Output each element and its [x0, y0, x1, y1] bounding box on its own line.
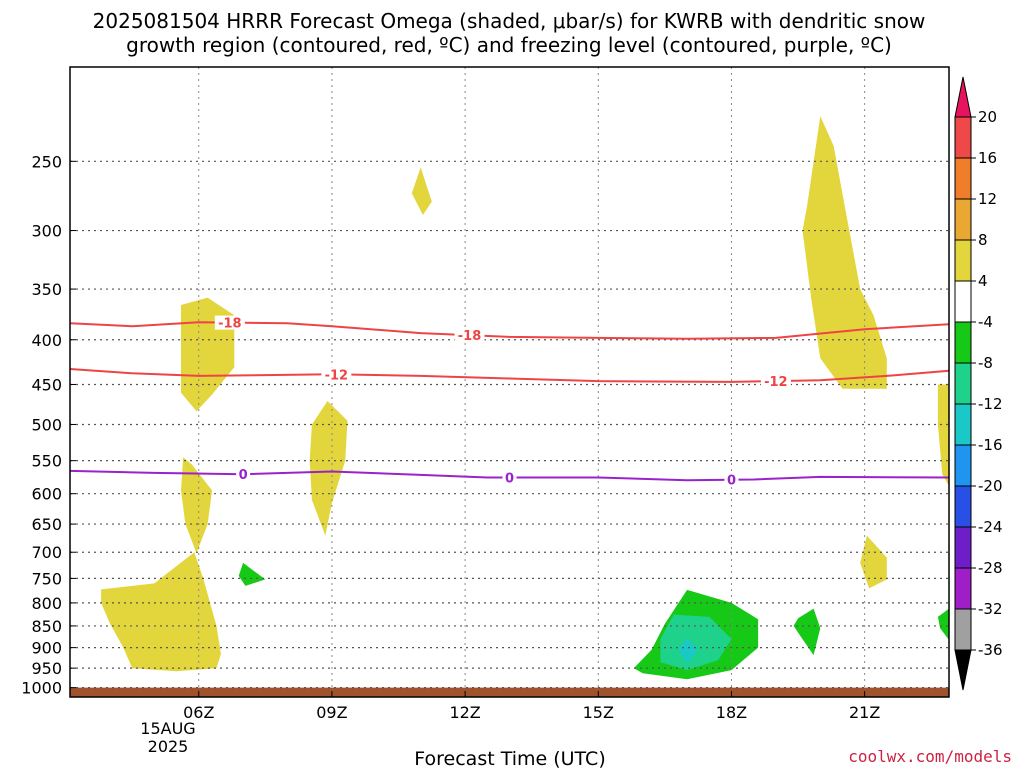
x-axis-title: Forecast Time (UTC) [414, 748, 605, 768]
y-tick-label-9: 700 [31, 543, 62, 562]
omega-region-0 [181, 297, 235, 412]
omega-region-5 [802, 116, 887, 389]
omega-region-7 [860, 535, 887, 589]
y-tick-label-4: 450 [31, 375, 62, 394]
y-tick-label-5: 500 [31, 415, 62, 434]
colorbar-segment-2 [954, 157, 972, 200]
chart-title-line-1: 2025081504 HRRR Forecast Omega (shaded, … [93, 9, 926, 33]
x-tick-label-4: 18Z [716, 703, 747, 722]
omega-region-11 [678, 638, 699, 664]
colorbar: 20 16 12 8 4 -4 -8 -12 -16 -20 -24 -28 -32 -36 [954, 76, 1003, 691]
colorbar-label-6: -8 [978, 354, 993, 372]
colorbar-label-13: -36 [978, 641, 1003, 659]
site-credit: coolwx.com/models [848, 747, 1012, 766]
omega-region-6 [937, 384, 949, 486]
colorbar-segment-4 [954, 239, 972, 282]
y-tick-label-3: 400 [31, 331, 62, 350]
colorbar-label-10: -24 [978, 518, 1003, 536]
colorbar-label-2: 12 [978, 190, 997, 208]
colorbar-label-9: -20 [978, 477, 1003, 495]
omega-region-10 [660, 614, 732, 671]
omega-region-1 [181, 457, 213, 554]
y-tick-label-13: 900 [31, 639, 62, 658]
contour-label-bg-0-1 [454, 328, 485, 343]
colorbar-segment-5 [954, 280, 972, 323]
omega-region-3 [309, 401, 348, 536]
x-tick-label-2: 12Z [449, 703, 480, 722]
colorbar-label-3: 8 [978, 231, 988, 249]
colorbar-segment-9 [954, 444, 972, 487]
colorbar-label-0: 20 [978, 108, 997, 126]
y-tick-label-8: 650 [31, 515, 62, 534]
plot-frame [69, 66, 950, 698]
date-label-year: 2025 [148, 737, 189, 756]
y-tick-label-7: 600 [31, 485, 62, 504]
y-axis: 250 300 350 400 450 500 550 600 650 700 750 800 850 9… [21, 152, 76, 698]
x-tick-label-1: 09Z [316, 703, 347, 722]
colorbar-segment-3 [954, 198, 972, 241]
colorbar-segment-11 [954, 526, 972, 569]
contour-label-bg-1-0 [321, 367, 352, 382]
x-tick-label-5: 21Z [849, 703, 880, 722]
contour-label-bg-2-1 [502, 470, 517, 485]
y-tick-label-12: 850 [31, 617, 62, 636]
contour-label-1-0: -12 [325, 368, 349, 383]
colorbar-label-5: -4 [978, 313, 993, 331]
colorbar-bottom-arrow [954, 649, 972, 691]
contour-label-1-1: -12 [764, 375, 788, 390]
y-tick-label-0: 250 [31, 152, 62, 171]
y-tick-label-10: 750 [31, 569, 62, 588]
colorbar-segment-6 [954, 321, 972, 364]
contour-label-bg-2-2 [724, 472, 739, 487]
contour-label-2-1: 0 [505, 472, 514, 487]
x-axis: 06Z 09Z 12Z 15Z 18Z 21Z [183, 691, 880, 722]
contour-label-bg-2-0 [236, 467, 251, 482]
y-tick-label-2: 350 [31, 280, 62, 299]
colorbar-label-11: -28 [978, 559, 1003, 577]
colorbar-label-7: -12 [978, 395, 1003, 413]
omega-region-2 [101, 552, 221, 672]
omega-region-4 [411, 167, 432, 215]
x-tick-label-3: 15Z [583, 703, 614, 722]
colorbar-label-12: -32 [978, 600, 1003, 618]
grid-layer [70, 67, 949, 697]
surface-layer [70, 687, 949, 697]
contour-label-0-1: -18 [458, 329, 482, 344]
y-tick-label-14: 950 [31, 659, 62, 678]
colorbar-segment-10 [954, 485, 972, 528]
contour-label-bg-0-0 [214, 315, 245, 330]
omega-region-12 [793, 608, 821, 656]
y-tick-label-11: 800 [31, 594, 62, 613]
contour-label-2-2: 0 [727, 474, 736, 489]
colorbar-top-arrow [954, 76, 972, 118]
colorbar-segment-8 [954, 403, 972, 446]
x-tick-label-0: 06Z [183, 703, 214, 722]
contour-label-2-0: 0 [239, 468, 248, 483]
y-tick-label-6: 550 [31, 452, 62, 471]
contour-label-bg-1-1 [760, 374, 791, 389]
colorbar-segment-1 [954, 116, 972, 159]
colorbar-label-1: 16 [978, 149, 997, 167]
colorbar-segment-7 [954, 362, 972, 405]
contour-line-freezing-2 [70, 469, 949, 482]
surface-bar [70, 687, 949, 697]
omega-region-13 [937, 608, 949, 640]
chart-title-line-2: growth region (contoured, red, ºC) and f… [126, 33, 892, 57]
omega-region-8 [238, 562, 266, 586]
y-tick-label-15: 1000 [21, 679, 62, 698]
contour-line-dendritic-1 [70, 368, 949, 383]
colorbar-segment-12 [954, 567, 972, 610]
contour-layer: -18 -18 -12 -12 0 0 0 [70, 315, 949, 489]
date-label-day: 15AUG [140, 719, 195, 738]
colorbar-segment-13 [954, 608, 972, 651]
contour-label-0-0: -18 [218, 317, 242, 332]
colorbar-label-4: 4 [978, 272, 988, 290]
omega-shading-layer [101, 116, 949, 680]
y-tick-label-1: 300 [31, 222, 62, 241]
colorbar-label-8: -16 [978, 436, 1003, 454]
